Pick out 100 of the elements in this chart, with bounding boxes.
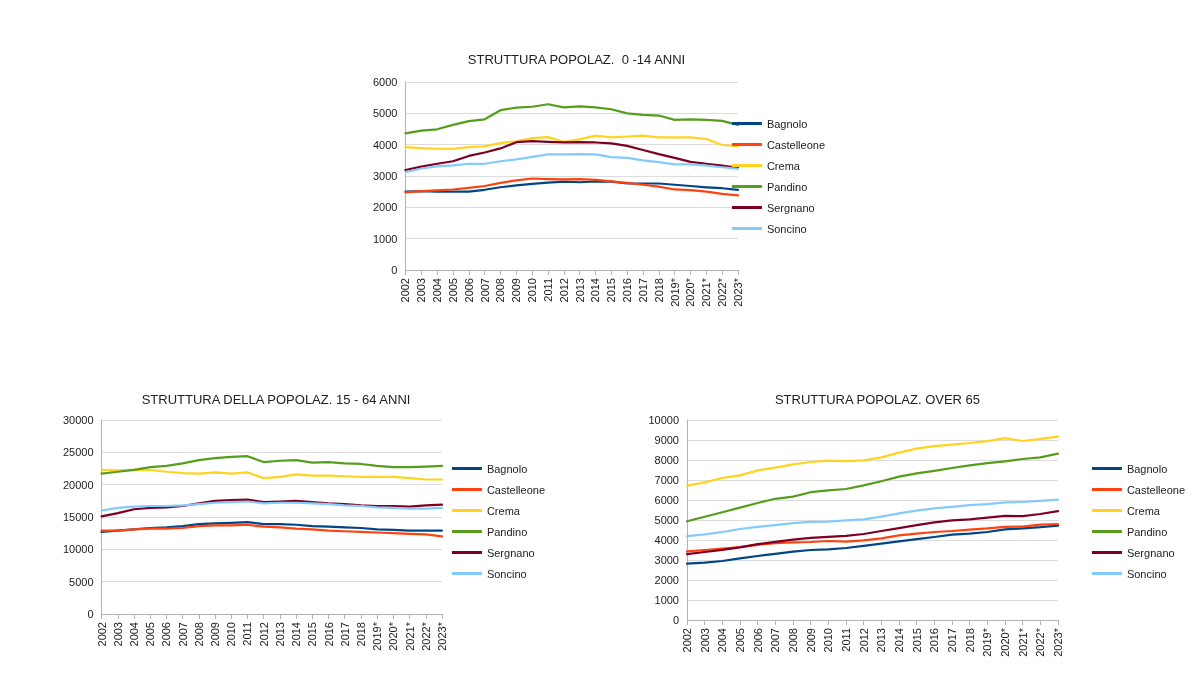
y-tick-label: 0 bbox=[87, 608, 94, 620]
legend-label: Castelleone bbox=[766, 138, 825, 151]
x-tick-label: 2023* bbox=[1052, 627, 1064, 657]
x-tick-label: 2003 bbox=[415, 278, 428, 303]
legend-label: Soncino bbox=[1126, 567, 1167, 580]
x-tick-label: 2010 bbox=[822, 628, 835, 653]
x-tick-label: 2007 bbox=[176, 622, 189, 647]
line-series bbox=[100, 500, 444, 512]
x-tick-label: 2020* bbox=[999, 627, 1011, 657]
legend-label: Pandino bbox=[486, 525, 528, 538]
x-tick-label: 2003 bbox=[111, 622, 124, 647]
legend-label: Soncino bbox=[486, 567, 527, 580]
x-tick-label: 2017 bbox=[636, 278, 649, 303]
y-tick-label: 25000 bbox=[62, 446, 94, 459]
x-tick-label: 2017 bbox=[946, 628, 958, 653]
y-tick-label: 0 bbox=[672, 614, 679, 626]
x-tick-label: 2018 bbox=[963, 628, 976, 653]
x-tick-label: 2008 bbox=[494, 278, 507, 303]
y-tick-label: 5000 bbox=[372, 107, 398, 120]
chart-title: STRUTTURA DELLA POPOLAZ. 15 - 64 ANNI bbox=[141, 392, 411, 407]
line-series bbox=[100, 468, 444, 481]
line-series bbox=[685, 452, 1060, 523]
x-tick-label: 2016 bbox=[621, 278, 634, 303]
x-tick-label: 2013 bbox=[875, 628, 888, 653]
y-tick-label: 9000 bbox=[654, 434, 679, 446]
x-tick-label: 2020* bbox=[387, 621, 400, 651]
x-tick-label: 2021* bbox=[403, 621, 416, 651]
x-tick-label: 2020* bbox=[684, 277, 697, 307]
x-tick-label: 2007 bbox=[769, 628, 782, 653]
x-tick-label: 2009 bbox=[510, 278, 523, 303]
y-tick-label: 3000 bbox=[654, 554, 679, 566]
line-series bbox=[685, 510, 1060, 556]
y-tick-label: 1000 bbox=[654, 594, 679, 606]
x-tick-label: 2010 bbox=[526, 278, 539, 303]
x-tick-label: 2016 bbox=[322, 622, 335, 647]
y-tick-label: 6000 bbox=[654, 494, 679, 506]
y-tick-label: 8000 bbox=[654, 454, 679, 466]
x-tick-label: 2005 bbox=[734, 628, 746, 653]
legend-label: Sergnano bbox=[1126, 546, 1175, 559]
legend-label: Sergnano bbox=[766, 201, 815, 214]
line-series bbox=[685, 524, 1060, 565]
x-tick-label: 2005 bbox=[446, 278, 459, 303]
x-tick-label: 2005 bbox=[144, 622, 157, 647]
line-series bbox=[100, 455, 444, 475]
x-tick-label: 2011 bbox=[840, 628, 852, 652]
x-tick-label: 2002 bbox=[95, 622, 108, 647]
x-tick-label: 2013 bbox=[573, 278, 586, 303]
x-tick-label: 2013 bbox=[273, 622, 286, 647]
x-tick-label: 2014 bbox=[290, 622, 303, 647]
x-tick-label: 2006 bbox=[462, 278, 475, 303]
legend-label: Crema bbox=[1126, 504, 1161, 517]
x-tick-label: 2016 bbox=[928, 628, 941, 653]
y-tick-label: 15000 bbox=[62, 511, 94, 523]
x-tick-label: 2022* bbox=[1034, 627, 1047, 657]
x-tick-label: 2008 bbox=[192, 622, 205, 647]
x-tick-label: 2009 bbox=[804, 628, 817, 653]
x-tick-label: 2006 bbox=[751, 628, 764, 653]
y-tick-label: 2000 bbox=[372, 201, 398, 214]
legend-label: Pandino bbox=[1126, 525, 1168, 538]
legend-label: Crema bbox=[766, 159, 801, 172]
legend-label: Castelleone bbox=[486, 483, 545, 496]
y-tick-label: 5000 bbox=[69, 575, 94, 588]
x-tick-label: 2019* bbox=[981, 627, 994, 657]
x-tick-label: 2014 bbox=[893, 628, 905, 653]
x-tick-label: 2019* bbox=[371, 621, 384, 651]
chart-title: STRUTTURA POPOLAZ. 0 -14 ANNI bbox=[467, 52, 686, 67]
y-tick-label: 4000 bbox=[654, 534, 679, 546]
x-tick-label: 2014 bbox=[589, 278, 602, 303]
x-tick-label: 2023* bbox=[436, 621, 448, 651]
y-tick-label: 5000 bbox=[654, 514, 679, 526]
y-tick-label: 20000 bbox=[62, 478, 94, 491]
x-tick-label: 2011 bbox=[541, 278, 554, 302]
y-tick-label: 3000 bbox=[372, 170, 398, 182]
y-tick-label: 7000 bbox=[654, 474, 679, 486]
x-tick-label: 2023* bbox=[732, 277, 744, 307]
y-tick-label: 10000 bbox=[648, 414, 679, 426]
x-tick-label: 2011 bbox=[241, 622, 254, 646]
legend-label: Castelleone bbox=[1126, 483, 1185, 496]
legend-label: Pandino bbox=[766, 180, 808, 193]
legend-label: Bagnolo bbox=[766, 117, 808, 130]
x-tick-label: 2012 bbox=[857, 628, 870, 653]
x-tick-label: 2018 bbox=[354, 622, 367, 647]
x-tick-label: 2004 bbox=[431, 278, 444, 303]
x-tick-label: 2003 bbox=[698, 628, 711, 653]
line-series bbox=[685, 435, 1060, 487]
x-tick-label: 2009 bbox=[209, 622, 222, 647]
x-tick-label: 2007 bbox=[478, 278, 491, 303]
x-tick-label: 2022* bbox=[716, 277, 729, 307]
x-tick-label: 2021* bbox=[700, 277, 713, 307]
x-tick-label: 2002 bbox=[681, 628, 693, 653]
x-tick-label: 2002 bbox=[399, 278, 412, 303]
x-tick-label: 2022* bbox=[419, 621, 432, 651]
x-tick-label: 2006 bbox=[160, 622, 173, 647]
legend-label: Sergnano bbox=[486, 546, 535, 559]
y-tick-label: 2000 bbox=[654, 574, 679, 586]
legend-label: Soncino bbox=[766, 222, 807, 235]
x-tick-label: 2012 bbox=[257, 622, 270, 647]
x-tick-label: 2004 bbox=[716, 628, 729, 653]
x-tick-label: 2015 bbox=[605, 278, 618, 303]
chart-title: STRUTTURA POPOLAZ. OVER 65 bbox=[774, 392, 981, 407]
